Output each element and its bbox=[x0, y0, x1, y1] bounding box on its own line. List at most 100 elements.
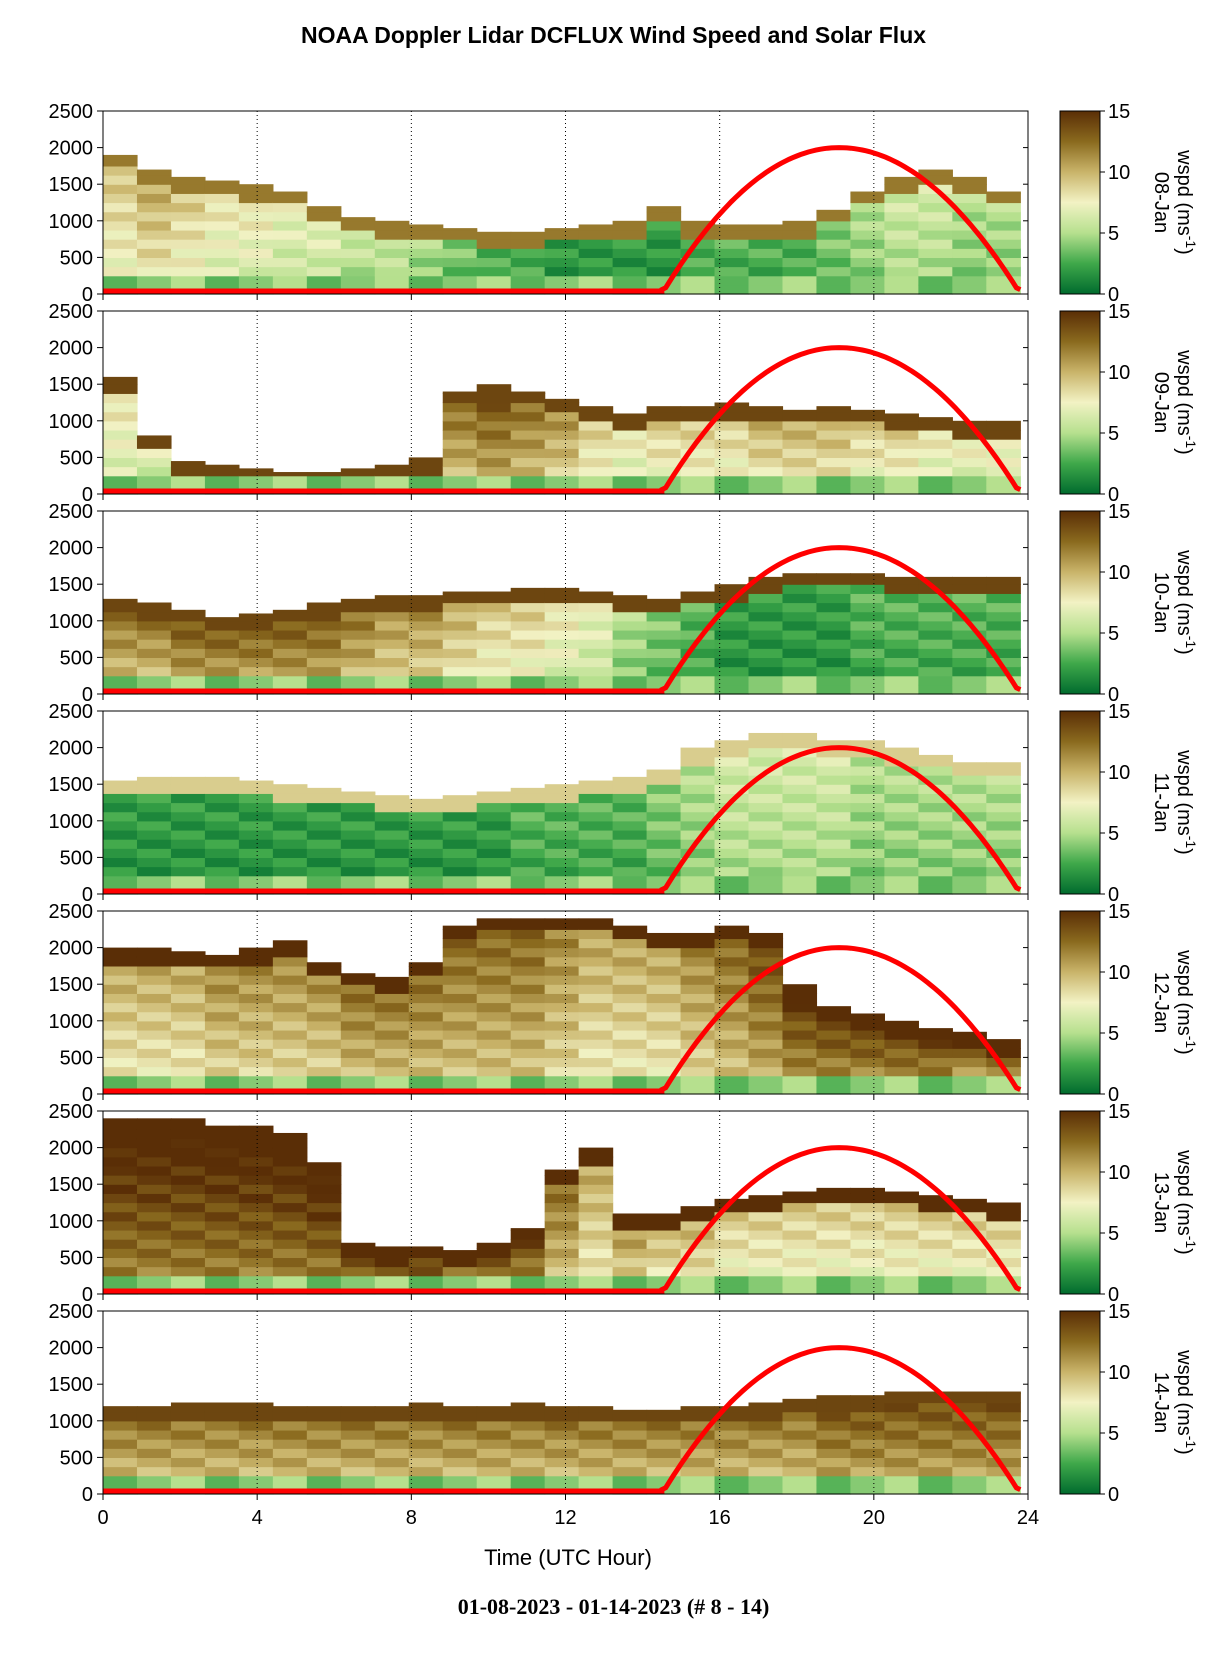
heatmap-cell bbox=[170, 475, 206, 486]
heatmap-cell bbox=[578, 266, 614, 277]
heatmap-cell bbox=[850, 1275, 885, 1286]
heatmap-cell bbox=[340, 791, 376, 794]
heatmap-cell bbox=[748, 275, 784, 286]
heatmap-cell bbox=[408, 457, 444, 468]
heatmap-cell bbox=[544, 1211, 580, 1222]
heatmap-cell bbox=[646, 784, 682, 794]
heatmap-cell bbox=[374, 1275, 410, 1286]
heatmap-cell bbox=[306, 620, 342, 631]
heatmap-cell bbox=[204, 184, 240, 194]
heatmap-cell bbox=[918, 857, 953, 868]
heatmap-cell bbox=[578, 965, 614, 976]
heatmap-cell bbox=[680, 248, 716, 258]
heatmap-cell bbox=[476, 1057, 512, 1068]
heatmap-cell bbox=[850, 466, 885, 477]
y-tick-label: 500 bbox=[60, 647, 93, 669]
heatmap-cell bbox=[986, 584, 1021, 594]
heatmap-cell bbox=[816, 1057, 852, 1068]
heatmap-cell bbox=[884, 1193, 919, 1204]
heatmap-cell bbox=[374, 666, 410, 677]
heatmap-cell bbox=[680, 1075, 716, 1086]
heatmap-cell bbox=[782, 1057, 818, 1068]
heatmap-cell bbox=[476, 239, 512, 249]
heatmap-cell bbox=[408, 257, 444, 268]
heatmap-cell bbox=[136, 1002, 172, 1013]
heatmap-cell bbox=[782, 1266, 818, 1277]
heatmap-cell bbox=[816, 1257, 852, 1268]
heatmap-cell bbox=[238, 266, 274, 277]
heatmap-cell bbox=[510, 391, 546, 394]
heatmap-cell bbox=[714, 457, 750, 468]
heatmap-cell bbox=[238, 202, 274, 213]
heatmap-cell bbox=[748, 1420, 784, 1431]
heatmap-cell bbox=[408, 1048, 444, 1058]
heatmap-cell bbox=[272, 1406, 308, 1413]
heatmap-cell bbox=[340, 220, 376, 231]
heatmap-cell bbox=[918, 239, 953, 249]
heatmap-cell bbox=[986, 1239, 1021, 1249]
heatmap-cell bbox=[136, 984, 172, 994]
heatmap-cell bbox=[578, 1175, 614, 1185]
heatmap-cell bbox=[986, 220, 1021, 231]
heatmap-cell bbox=[374, 675, 410, 686]
heatmap-cell bbox=[238, 220, 274, 231]
heatmap-cell bbox=[748, 593, 784, 604]
heatmap-cell bbox=[170, 975, 206, 985]
heatmap-cell bbox=[884, 765, 919, 776]
heatmap-cell bbox=[748, 1402, 784, 1413]
heatmap-cell bbox=[918, 1391, 953, 1394]
heatmap-cell bbox=[238, 839, 274, 849]
heatmap-cell bbox=[442, 839, 478, 849]
heatmap-cell bbox=[204, 1429, 240, 1440]
heatmap-cell bbox=[103, 475, 138, 486]
heatmap-cell bbox=[103, 1129, 138, 1140]
heatmap-cell bbox=[103, 598, 138, 604]
heatmap-cell bbox=[714, 866, 750, 877]
heatmap-cell bbox=[510, 257, 546, 268]
heatmap-cell bbox=[340, 848, 376, 858]
heatmap-cell bbox=[714, 439, 750, 449]
heatmap-cell bbox=[408, 620, 444, 631]
heatmap-cell bbox=[816, 420, 852, 431]
heatmap-cell bbox=[340, 1048, 376, 1058]
heatmap-cell bbox=[238, 1075, 274, 1086]
heatmap-cell bbox=[578, 602, 614, 613]
heatmap-cell bbox=[680, 220, 716, 231]
heatmap-cell bbox=[646, 932, 682, 940]
heatmap-cell bbox=[612, 947, 648, 958]
heatmap-cell bbox=[884, 1266, 919, 1277]
heatmap-cell bbox=[884, 839, 919, 849]
heatmap-cell bbox=[306, 1011, 342, 1022]
heatmap-cell bbox=[306, 875, 342, 886]
heatmap-cell bbox=[306, 793, 342, 804]
heatmap-cell bbox=[952, 1448, 987, 1458]
heatmap-cell bbox=[374, 248, 410, 258]
heatmap-cell bbox=[103, 439, 138, 449]
heatmap-cell bbox=[136, 1220, 172, 1231]
heatmap-cell bbox=[306, 962, 342, 967]
heatmap-cell bbox=[272, 666, 308, 677]
heatmap-cell bbox=[544, 965, 580, 976]
heatmap-cell bbox=[578, 1011, 614, 1022]
heatmap-cell bbox=[272, 1420, 308, 1431]
heatmap-cell bbox=[103, 154, 138, 158]
heatmap-cell bbox=[578, 1002, 614, 1013]
heatmap-cell bbox=[442, 1406, 478, 1413]
heatmap-cell bbox=[272, 639, 308, 649]
heatmap-cell bbox=[578, 1184, 614, 1194]
heatmap-cell bbox=[816, 648, 852, 658]
heatmap-cell bbox=[748, 775, 784, 785]
heatmap-cell bbox=[884, 1211, 919, 1222]
heatmap-cell bbox=[510, 875, 546, 886]
heatmap-cell bbox=[103, 1138, 138, 1149]
heatmap-cell bbox=[782, 593, 818, 604]
heatmap-cell bbox=[918, 820, 953, 831]
heatmap-cell bbox=[272, 257, 308, 268]
heatmap-cell bbox=[103, 376, 138, 385]
heatmap-cell bbox=[544, 657, 580, 668]
heatmap-cell bbox=[986, 1257, 1021, 1268]
heatmap-cell bbox=[748, 1457, 784, 1468]
heatmap-cell bbox=[306, 211, 342, 222]
heatmap-cell bbox=[374, 1057, 410, 1068]
heatmap-cell bbox=[136, 1211, 172, 1222]
